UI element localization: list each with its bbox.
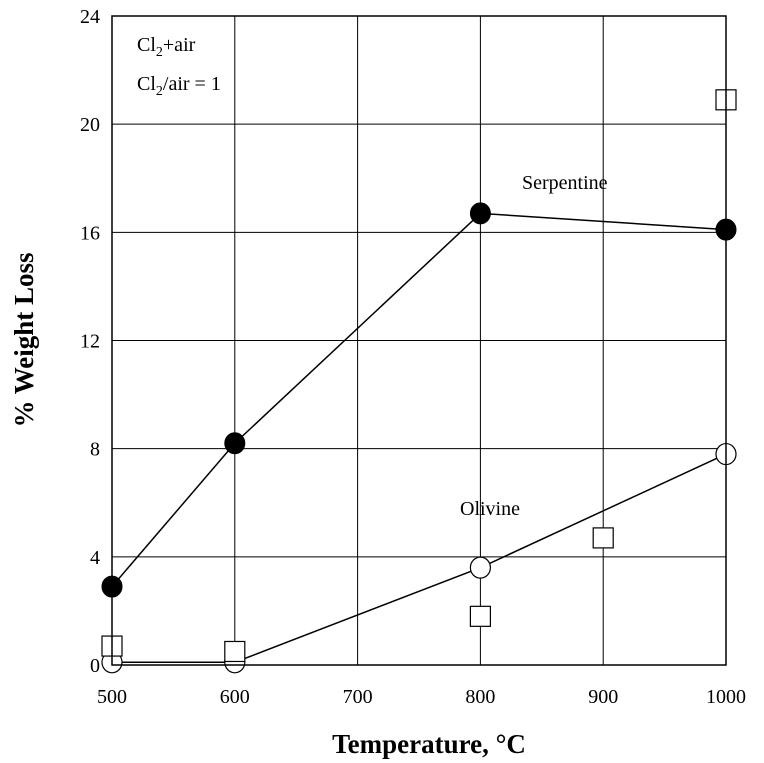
y-tick-label: 12 bbox=[80, 331, 100, 353]
x-tick-label: 600 bbox=[220, 686, 250, 708]
condition-line-1: Cl2+air bbox=[137, 34, 196, 60]
series-line-0 bbox=[111, 212, 727, 588]
x-tick-label: 1000 bbox=[706, 686, 746, 708]
y-tick-label: 20 bbox=[80, 114, 100, 136]
x-tick-labels: 500 600 700 800 900 1000 bbox=[97, 686, 746, 708]
y-axis-title: % Weight Loss bbox=[9, 252, 39, 427]
x-tick-label: 700 bbox=[343, 686, 373, 708]
plot-frame bbox=[111, 15, 727, 666]
serpentine-label: Serpentine bbox=[522, 172, 608, 194]
data-point-open-square bbox=[224, 640, 246, 663]
grid bbox=[111, 15, 727, 666]
y-tick-labels: 0 4 8 12 16 20 24 bbox=[80, 6, 100, 677]
data-point-open-square bbox=[469, 605, 491, 627]
series-lines bbox=[111, 212, 727, 664]
x-tick-label: 900 bbox=[588, 686, 618, 708]
y-tick-label: 0 bbox=[90, 655, 100, 677]
x-tick-label: 800 bbox=[465, 686, 495, 708]
x-tick-label: 500 bbox=[97, 686, 127, 708]
data-point-filled-circle bbox=[469, 202, 491, 225]
y-tick-label: 8 bbox=[90, 439, 100, 461]
olivine-label: Olivine bbox=[460, 498, 520, 520]
series-line-1 bbox=[112, 453, 727, 664]
data-point-open-square bbox=[592, 527, 614, 549]
condition-line-2: Cl2/air = 1 bbox=[137, 73, 221, 99]
data-point-filled-circle bbox=[224, 432, 246, 455]
y-tick-label: 16 bbox=[80, 222, 100, 244]
data-markers bbox=[101, 89, 737, 674]
y-tick-label: 24 bbox=[80, 6, 100, 28]
y-tick-label: 4 bbox=[90, 547, 100, 569]
x-axis-title: Temperature, °C bbox=[332, 729, 526, 759]
data-point-open-circle bbox=[469, 556, 491, 579]
